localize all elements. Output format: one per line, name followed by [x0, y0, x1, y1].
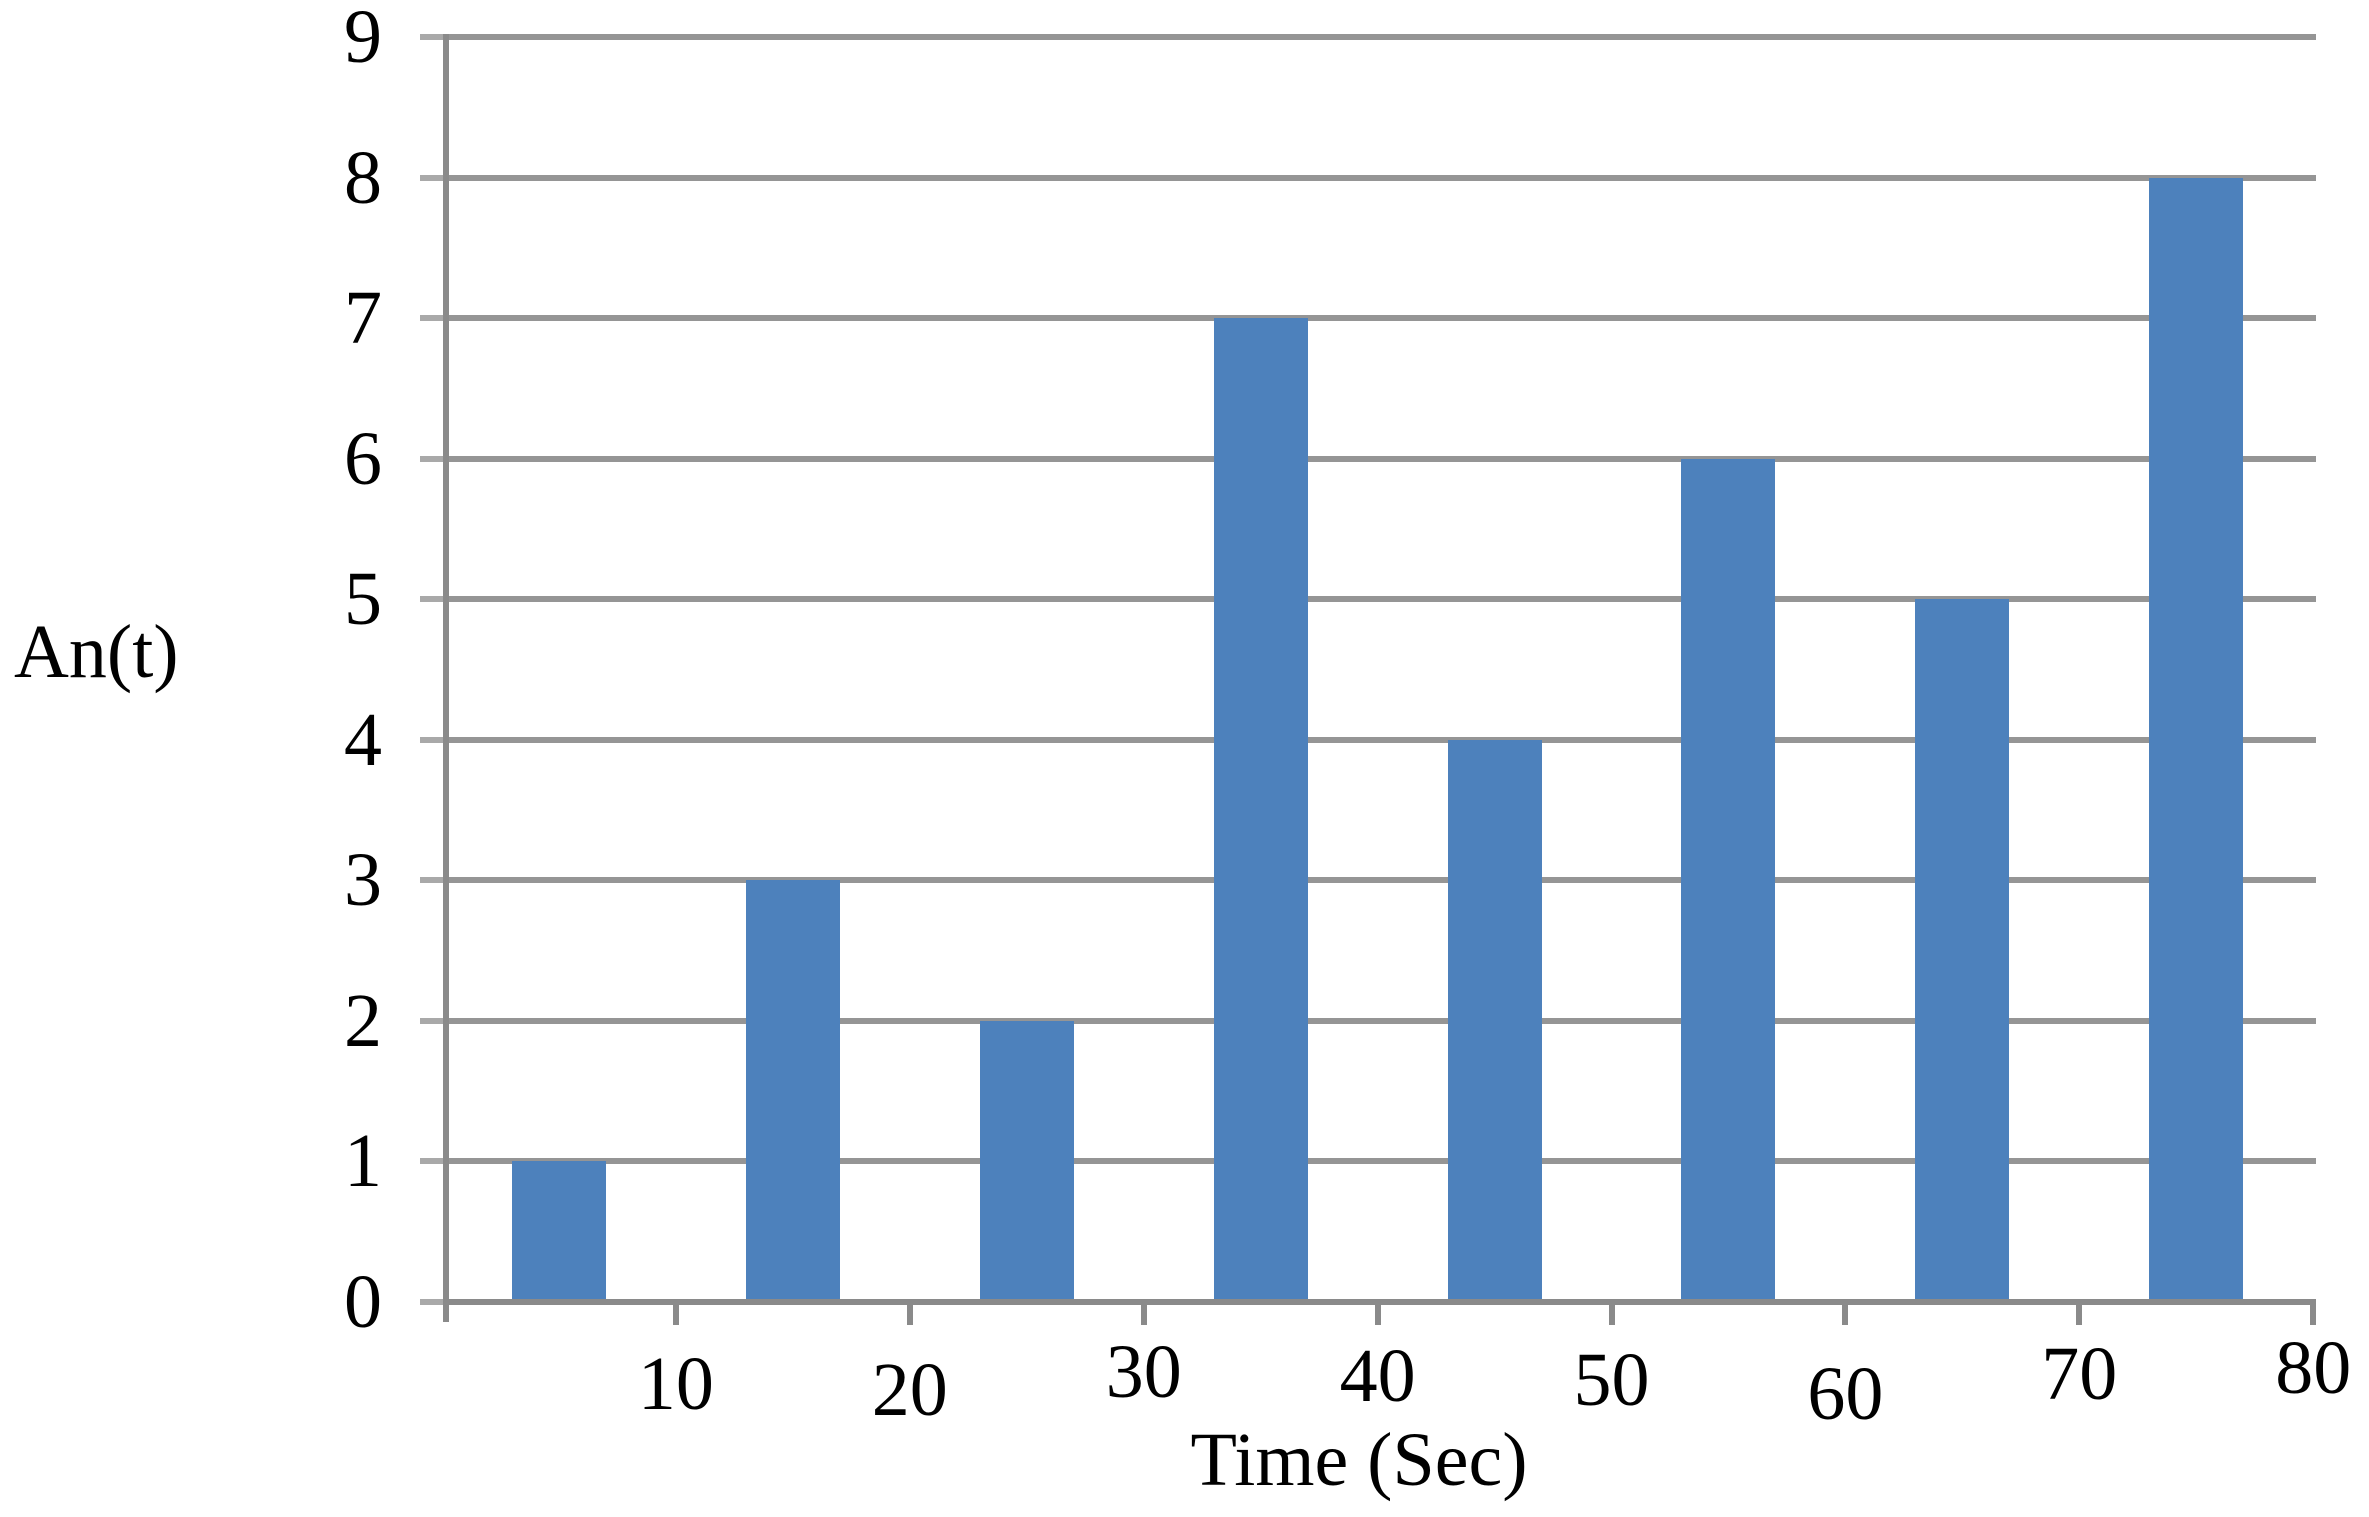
x-tick-label: 50 — [1573, 1338, 1650, 1422]
y-tick-label: 3 — [344, 838, 382, 923]
y-tick-mark — [420, 315, 446, 322]
x-tick-label: 60 — [1807, 1352, 1884, 1436]
x-tick-mark — [2076, 1305, 2083, 1325]
x-tick-label: 20 — [871, 1348, 948, 1432]
x-tick-mark — [672, 1305, 679, 1325]
y-tick-mark — [420, 455, 446, 462]
y-tick-label: 8 — [344, 135, 382, 220]
x-tick-mark — [1842, 1305, 1849, 1325]
x-tick-mark — [1608, 1305, 1615, 1325]
gridline — [443, 455, 2316, 462]
y-tick-label: 0 — [344, 1260, 382, 1344]
gridline — [443, 315, 2316, 322]
y-tick-mark — [420, 174, 446, 181]
y-tick-mark — [420, 1017, 446, 1024]
y-axis-line — [443, 34, 449, 1322]
bar-x55-value-6 — [1681, 458, 1776, 1299]
x-tick-label: 40 — [1339, 1334, 1416, 1418]
gridline — [443, 596, 2316, 603]
y-tick-label: 4 — [344, 697, 382, 782]
y-tick-label: 7 — [344, 276, 382, 361]
bar-x15-value-3 — [745, 880, 840, 1299]
y-tick-mark — [420, 877, 446, 884]
y-tick-label: 2 — [344, 978, 382, 1063]
bar-x75-value-8 — [2149, 177, 2244, 1299]
gridline — [443, 1158, 2316, 1165]
x-tick-mark — [2310, 1305, 2317, 1325]
gridline — [443, 34, 2316, 40]
x-axis-line — [443, 1299, 2316, 1305]
x-tick-mark — [1374, 1305, 1381, 1325]
x-tick-label: 30 — [1105, 1330, 1182, 1414]
gridline — [443, 736, 2316, 743]
y-tick-mark — [420, 1299, 446, 1305]
y-tick-label: 1 — [344, 1119, 382, 1204]
y-tick-label: 6 — [344, 416, 382, 501]
gridline — [443, 877, 2316, 884]
gridline — [443, 1017, 2316, 1024]
bar-x5-value-1 — [511, 1161, 606, 1299]
y-tick-label: 9 — [344, 0, 382, 79]
y-tick-mark — [420, 1158, 446, 1165]
x-tick-label: 10 — [637, 1342, 714, 1426]
x-tick-label: 80 — [2275, 1326, 2352, 1410]
x-tick-mark — [1140, 1305, 1147, 1325]
gridline — [443, 174, 2316, 181]
y-tick-mark — [420, 736, 446, 743]
bar-x45-value-4 — [1447, 739, 1542, 1299]
bar-x25-value-2 — [979, 1020, 1074, 1299]
y-tick-label: 5 — [344, 557, 382, 642]
x-tick-mark — [906, 1305, 913, 1325]
x-axis-title: Time (Sec) — [1190, 1418, 1528, 1502]
x-tick-label: 70 — [2041, 1332, 2118, 1416]
bar-x35-value-7 — [1213, 318, 1308, 1299]
y-tick-mark — [420, 34, 446, 40]
y-axis-title: An(t) — [14, 610, 179, 694]
y-tick-mark — [420, 596, 446, 603]
bar-x65-value-5 — [1915, 599, 2010, 1299]
